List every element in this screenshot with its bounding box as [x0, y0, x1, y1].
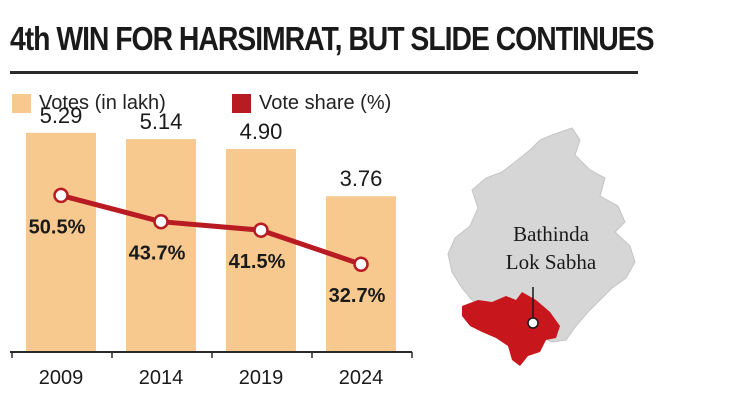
x-tick-label-2014: 2014	[139, 367, 184, 389]
vote-share-point-2014	[153, 213, 169, 230]
bar-2019	[226, 149, 296, 352]
punjab-state-outline	[447, 127, 636, 343]
bar-2009	[26, 132, 96, 352]
bar-value-label-2019: 4.90	[240, 119, 283, 144]
bar-2014	[126, 139, 196, 352]
legend-swatch-votes	[12, 94, 31, 113]
vote-share-line	[58, 192, 364, 267]
legend-swatch-share	[232, 94, 251, 113]
vote-share-point-2009	[53, 187, 69, 204]
vote-share-label-2009: 50.5%	[29, 216, 86, 238]
vote-share-label-2024: 32.7%	[329, 285, 386, 307]
bar-value-label-2014: 5.14	[140, 109, 183, 134]
vote-share-point-2024	[353, 256, 369, 272]
bar-value-label-2024: 3.76	[340, 166, 383, 191]
title-rule	[10, 71, 638, 74]
bar-2024	[326, 196, 396, 352]
legend-label-share: Vote share (%)	[259, 92, 392, 114]
x-tick-label-2009: 2009	[39, 367, 84, 389]
map-label-line2: Lok Sabha	[506, 250, 597, 274]
vote-share-label-2019: 41.5%	[229, 251, 286, 273]
bar-value-label-2009: 5.29	[40, 103, 83, 128]
vote-share-label-2014: 43.7%	[129, 243, 186, 265]
legend-votes: Votes (in lakh)	[12, 92, 166, 115]
map-pointer-dot	[527, 317, 539, 329]
bathinda-region	[462, 292, 560, 366]
x-tick-label-2024: 2024	[339, 367, 384, 389]
legend-label-votes: Votes (in lakh)	[39, 92, 166, 114]
map-label-line1: Bathinda	[513, 222, 589, 246]
chart-plot: 5.29 2009 5.14 2014 4.90 2019 3.76 2024 50.5% 43.…	[10, 103, 413, 389]
vote-share-point-2019	[253, 222, 269, 238]
chart-title: 4th WIN FOR HARSIMRAT, BUT SLIDE CONTINU…	[10, 20, 655, 57]
legend-share: Vote share (%)	[232, 92, 391, 115]
x-tick-label-2019: 2019	[239, 367, 284, 389]
